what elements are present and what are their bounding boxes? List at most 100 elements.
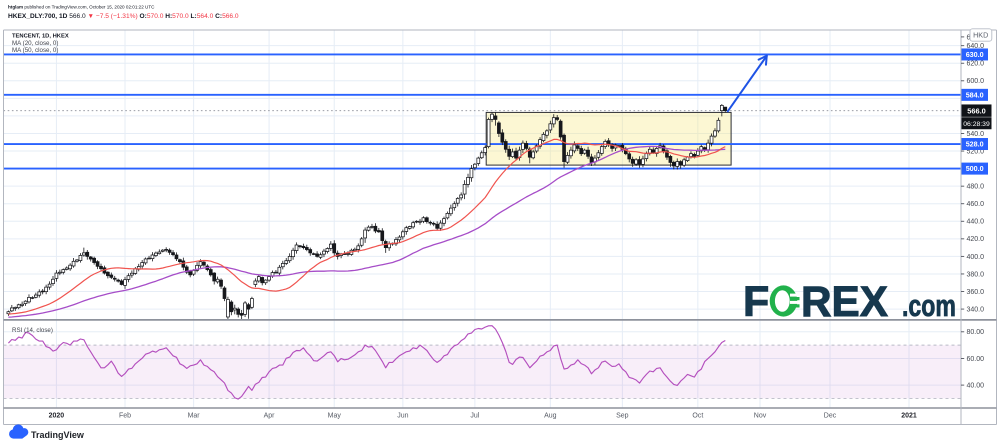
time-tick-label[interactable]: 2021 — [901, 413, 917, 420]
candle-down[interactable] — [95, 261, 100, 267]
candle-down[interactable] — [586, 149, 590, 157]
candle-down[interactable] — [119, 280, 124, 285]
candle-up[interactable] — [363, 229, 367, 239]
candle-down[interactable] — [627, 153, 632, 160]
candle-down[interactable] — [651, 149, 656, 154]
candle-up[interactable] — [130, 272, 134, 276]
candle-down[interactable] — [85, 251, 90, 257]
candle-down[interactable] — [425, 217, 429, 223]
candle-down[interactable] — [229, 301, 234, 313]
candle-down[interactable] — [298, 245, 302, 247]
candle-up[interactable] — [294, 244, 299, 251]
candle-up[interactable] — [534, 145, 539, 152]
candle-down[interactable] — [202, 261, 206, 266]
candle-up[interactable] — [449, 207, 453, 215]
candle-down[interactable] — [308, 249, 313, 254]
candle-up[interactable] — [123, 279, 127, 286]
candle-down[interactable] — [304, 247, 309, 250]
candle-up[interactable] — [366, 226, 371, 231]
candle-down[interactable] — [665, 150, 669, 158]
candle-up[interactable] — [287, 256, 292, 262]
candle-down[interactable] — [92, 257, 96, 263]
candle-up[interactable] — [6, 311, 11, 315]
candle-down[interactable] — [171, 252, 175, 256]
candle-down[interactable] — [181, 260, 186, 268]
candle-up[interactable] — [126, 275, 131, 280]
candle-up[interactable] — [147, 257, 151, 260]
candle-up[interactable] — [318, 254, 323, 258]
candle-down[interactable] — [589, 156, 594, 163]
candle-up[interactable] — [280, 263, 285, 268]
candle-up[interactable] — [328, 243, 333, 249]
candle-up[interactable] — [473, 163, 477, 169]
time-tick-label[interactable]: Mar — [188, 413, 201, 420]
candle-down[interactable] — [579, 148, 584, 155]
candle-down[interactable] — [239, 313, 244, 316]
candle-up[interactable] — [20, 303, 24, 306]
candle-up[interactable] — [706, 142, 710, 151]
candle-up[interactable] — [582, 149, 587, 154]
candle-up[interactable] — [486, 119, 491, 148]
time-tick-label[interactable]: May — [328, 413, 342, 420]
candle-up[interactable] — [599, 146, 604, 154]
candle-up[interactable] — [551, 117, 556, 125]
candle-up[interactable] — [150, 254, 155, 259]
candle-up[interactable] — [438, 222, 443, 229]
candle-down[interactable] — [610, 144, 614, 149]
candle-up[interactable] — [716, 119, 721, 132]
candle-up[interactable] — [720, 105, 724, 112]
candle-up[interactable] — [27, 297, 31, 303]
candle-down[interactable] — [219, 279, 223, 287]
candle-down[interactable] — [497, 122, 501, 134]
candle-down[interactable] — [99, 265, 103, 270]
candle-up[interactable] — [215, 278, 220, 283]
candle-up[interactable] — [23, 300, 28, 304]
candle-down[interactable] — [222, 287, 227, 299]
candle-up[interactable] — [16, 304, 21, 309]
candle-up[interactable] — [64, 267, 69, 270]
candle-up[interactable] — [359, 238, 364, 246]
candle-up[interactable] — [696, 150, 700, 156]
candle-up[interactable] — [479, 152, 484, 159]
candle-down[interactable] — [431, 223, 436, 225]
candle-down[interactable] — [109, 274, 114, 278]
candlestick-series[interactable] — [6, 54, 768, 320]
candle-up[interactable] — [13, 306, 18, 309]
time-tick-label[interactable]: Sep — [616, 413, 629, 420]
candle-up[interactable] — [250, 298, 254, 308]
time-tick-label[interactable]: Nov — [754, 413, 767, 420]
candle-up[interactable] — [30, 297, 35, 299]
candle-up[interactable] — [61, 269, 66, 273]
candle-up[interactable] — [404, 227, 409, 232]
candle-up[interactable] — [490, 113, 494, 120]
candle-up[interactable] — [596, 152, 601, 158]
candle-down[interactable] — [637, 159, 642, 165]
candle-up[interactable] — [256, 276, 261, 282]
candle-down[interactable] — [428, 221, 433, 224]
candle-up[interactable] — [411, 222, 415, 228]
candle-up[interactable] — [445, 213, 450, 219]
candle-up[interactable] — [459, 194, 463, 199]
candle-up[interactable] — [641, 158, 645, 165]
candle-up[interactable] — [356, 245, 361, 250]
candle-up[interactable] — [232, 307, 237, 311]
candle-up[interactable] — [10, 307, 14, 312]
candle-up[interactable] — [414, 220, 419, 223]
candle-up[interactable] — [71, 260, 76, 267]
candle-up[interactable] — [397, 236, 402, 241]
time-tick-label[interactable]: Jun — [397, 413, 408, 420]
trend-arrow[interactable] — [726, 55, 768, 113]
candle-down[interactable] — [188, 271, 193, 276]
candle-up[interactable] — [442, 218, 446, 224]
candle-down[interactable] — [514, 150, 518, 159]
candle-down[interactable] — [116, 279, 120, 282]
candle-up[interactable] — [284, 260, 289, 264]
candle-up[interactable] — [267, 276, 271, 281]
tradingview-attribution[interactable]: TradingView — [9, 424, 85, 440]
candle-up[interactable] — [75, 259, 79, 262]
candle-down[interactable] — [174, 254, 179, 260]
candle-up[interactable] — [51, 278, 55, 284]
rsi-legend[interactable]: RSI (14, close) — [12, 327, 53, 334]
time-tick-label[interactable]: Feb — [119, 413, 131, 420]
candle-up[interactable] — [322, 250, 326, 255]
